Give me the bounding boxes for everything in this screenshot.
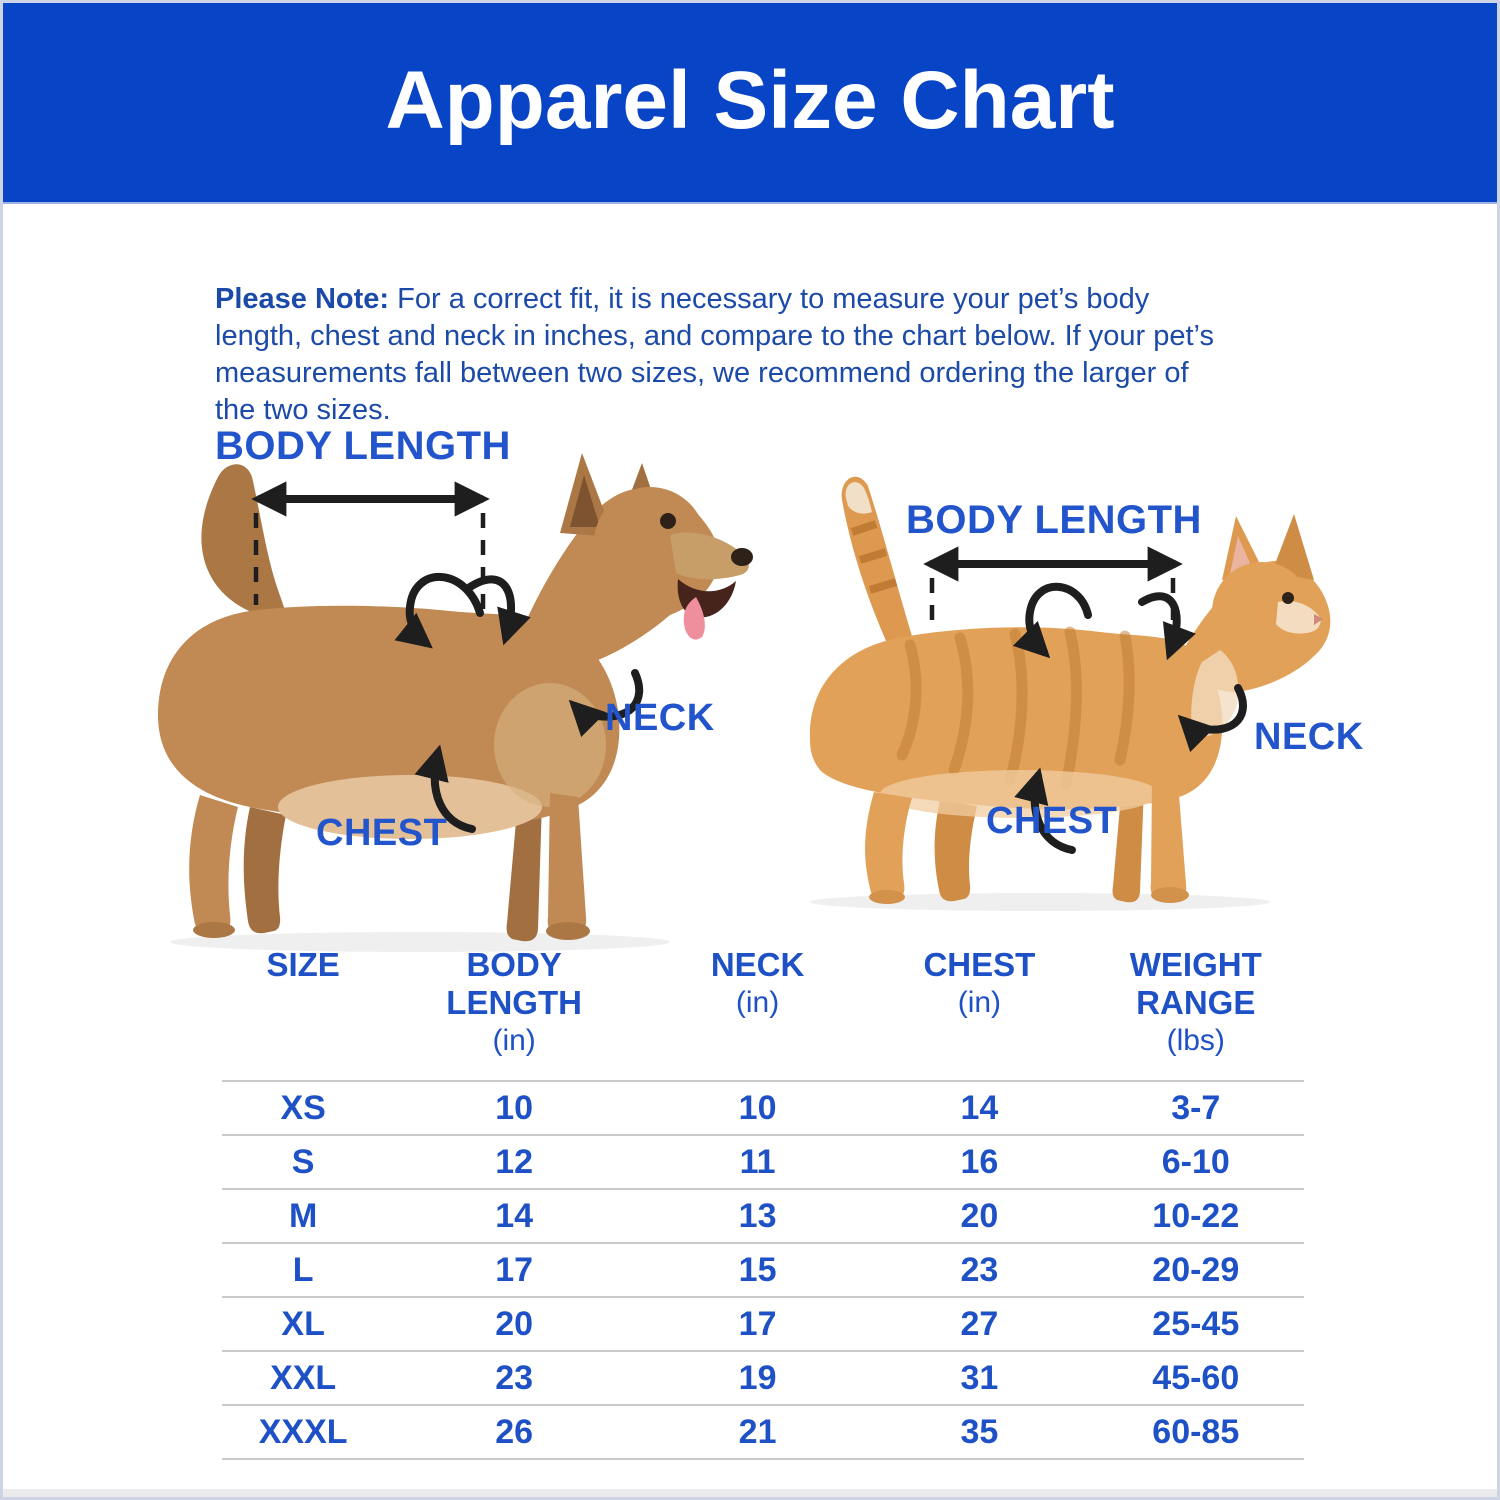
table-row: XL 20 17 27 25-45 <box>222 1296 1304 1350</box>
table-row: S 12 11 16 6-10 <box>222 1134 1304 1188</box>
cat-chest-label: CHEST <box>986 800 1118 842</box>
cat-back-girth-arrow <box>1012 582 1092 659</box>
cat-figure <box>790 440 1410 915</box>
table-cell-neck: 17 <box>738 1304 777 1343</box>
table-row: XS 10 10 14 3-7 <box>222 1080 1304 1134</box>
bottom-edge-strip <box>0 1489 1500 1500</box>
table-cell-weight: 10-22 <box>1152 1196 1240 1235</box>
table-cell-chest: 27 <box>960 1304 999 1343</box>
table-cell-size: XL <box>281 1304 325 1343</box>
dog-body-shape <box>158 453 753 942</box>
table-row: M 14 13 20 10-22 <box>222 1188 1304 1242</box>
table-cell-neck: 15 <box>738 1250 777 1289</box>
column-header-size: SIZE <box>266 946 340 983</box>
cat-shoulder-girth-arrow <box>1138 592 1196 661</box>
table-cell-size: XXL <box>270 1358 337 1397</box>
table-cell-weight: 45-60 <box>1152 1358 1240 1397</box>
cat-body-length-label: BODY LENGTH <box>906 498 1202 542</box>
table-cell-chest: 31 <box>960 1358 999 1397</box>
table-cell-chest: 35 <box>960 1412 999 1451</box>
table-cell-size: M <box>288 1196 318 1235</box>
dog-neck-label: NECK <box>605 697 715 739</box>
table-cell-body-length: 20 <box>495 1304 534 1343</box>
table-cell-body-length: 12 <box>495 1142 534 1181</box>
cat-illustration <box>809 476 1331 911</box>
table-cell-weight: 3-7 <box>1171 1088 1221 1127</box>
table-cell-neck: 13 <box>738 1196 777 1235</box>
note-text: For a correct fit, it is necessary to me… <box>215 283 1214 426</box>
table-cell-weight: 25-45 <box>1152 1304 1240 1343</box>
dog-chest-girth-arrow <box>414 744 476 833</box>
table-cell-body-length: 10 <box>495 1088 534 1127</box>
table-row: XXL 23 19 31 45-60 <box>222 1350 1304 1404</box>
table-row: XXXL 26 21 35 60-85 <box>222 1404 1304 1458</box>
table-cell-body-length: 17 <box>495 1250 534 1289</box>
dog-ground-shadow <box>170 932 670 952</box>
table-cell-body-length: 14 <box>495 1196 534 1235</box>
table-body: XS 10 10 14 3-7 S 12 11 16 6-10 M 14 13 … <box>222 1080 1304 1460</box>
dog-chest-label: CHEST <box>316 812 448 854</box>
table-cell-size: XS <box>280 1088 326 1127</box>
cat-neck-girth-arrow <box>1177 684 1247 753</box>
note-paragraph: Please Note: For a correct fit, it is ne… <box>215 281 1230 429</box>
column-header-weight-range: WEIGHT RANGE (lbs) <box>1129 946 1262 1057</box>
table-cell-chest: 14 <box>960 1088 999 1127</box>
column-header-neck: NECK (in) <box>710 946 805 1019</box>
table-header-row: SIZE BODY LENGTH (in) NECK (in) CHEST (i… <box>222 946 1304 1080</box>
table-cell-body-length: 23 <box>495 1358 534 1397</box>
note-label: Please Note: <box>215 283 390 315</box>
dog-back-girth-arrow <box>394 573 484 649</box>
size-table: SIZE BODY LENGTH (in) NECK (in) CHEST (i… <box>222 946 1304 1460</box>
dog-illustration <box>158 453 753 952</box>
column-header-body-length: BODY LENGTH (in) <box>446 946 582 1057</box>
page-title: Apparel Size Chart <box>385 55 1115 146</box>
table-cell-chest: 23 <box>960 1250 999 1289</box>
table-cell-neck: 10 <box>738 1088 777 1127</box>
dog-neck-girth-arrow <box>568 669 644 738</box>
table-cell-size: XXXL <box>258 1412 348 1451</box>
table-row: L 17 15 23 20-29 <box>222 1242 1304 1296</box>
dog-figure <box>130 415 770 955</box>
table-cell-chest: 20 <box>960 1196 999 1235</box>
table-cell-neck: 21 <box>738 1412 777 1451</box>
table-cell-size: S <box>291 1142 315 1181</box>
cat-neck-label: NECK <box>1254 716 1364 758</box>
table-cell-neck: 19 <box>738 1358 777 1397</box>
table-cell-chest: 16 <box>960 1142 999 1181</box>
column-header-chest: CHEST (in) <box>923 946 1036 1019</box>
table-cell-size: L <box>292 1250 314 1289</box>
table-cell-weight: 6-10 <box>1161 1142 1230 1181</box>
header-banner: Apparel Size Chart <box>0 0 1500 204</box>
dog-body-length-label: BODY LENGTH <box>215 424 511 468</box>
table-cell-neck: 11 <box>739 1142 776 1181</box>
table-cell-weight: 60-85 <box>1152 1412 1240 1451</box>
cat-chest-girth-arrow <box>1014 767 1076 854</box>
cat-body-shape <box>809 476 1331 904</box>
dog-shoulder-girth-arrow <box>466 575 531 646</box>
table-cell-body-length: 26 <box>495 1412 534 1451</box>
table-cell-weight: 20-29 <box>1152 1250 1240 1289</box>
